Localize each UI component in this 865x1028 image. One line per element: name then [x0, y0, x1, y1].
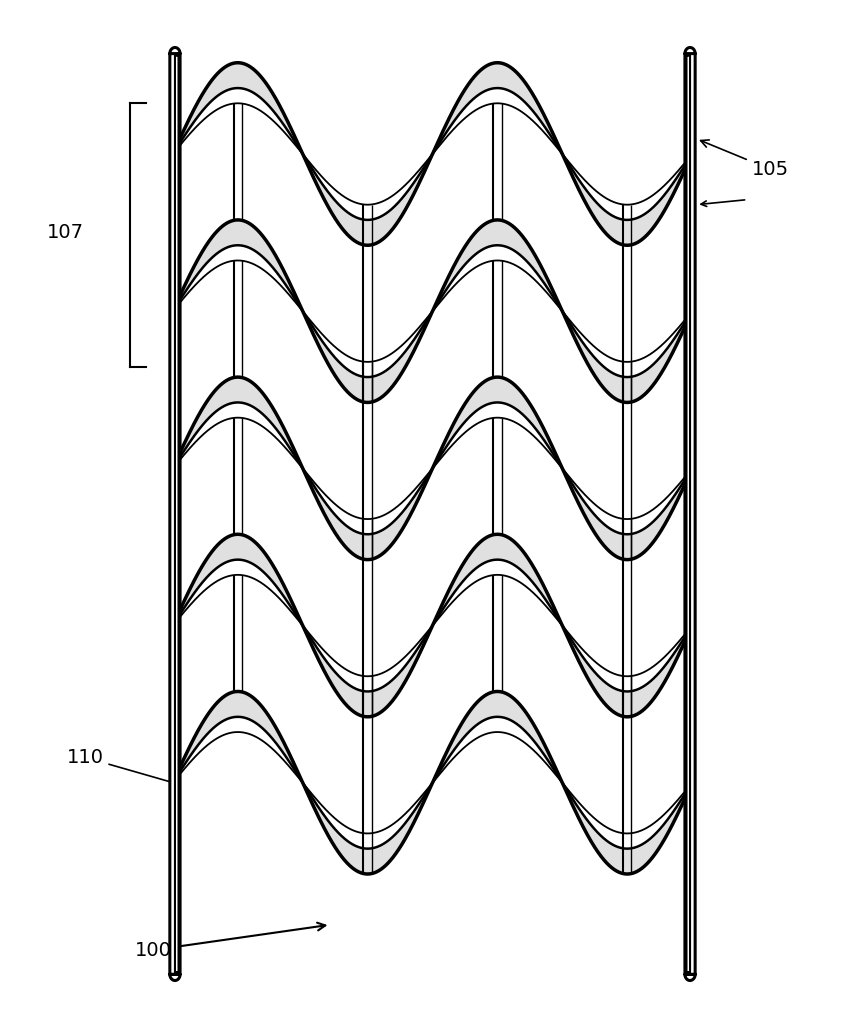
Text: 110: 110 [67, 748, 180, 786]
Polygon shape [170, 47, 180, 981]
Text: 105: 105 [701, 140, 789, 179]
Polygon shape [175, 53, 178, 975]
Polygon shape [685, 47, 695, 981]
Text: 100: 100 [135, 923, 325, 959]
Polygon shape [687, 53, 690, 975]
Text: 107: 107 [47, 223, 84, 242]
